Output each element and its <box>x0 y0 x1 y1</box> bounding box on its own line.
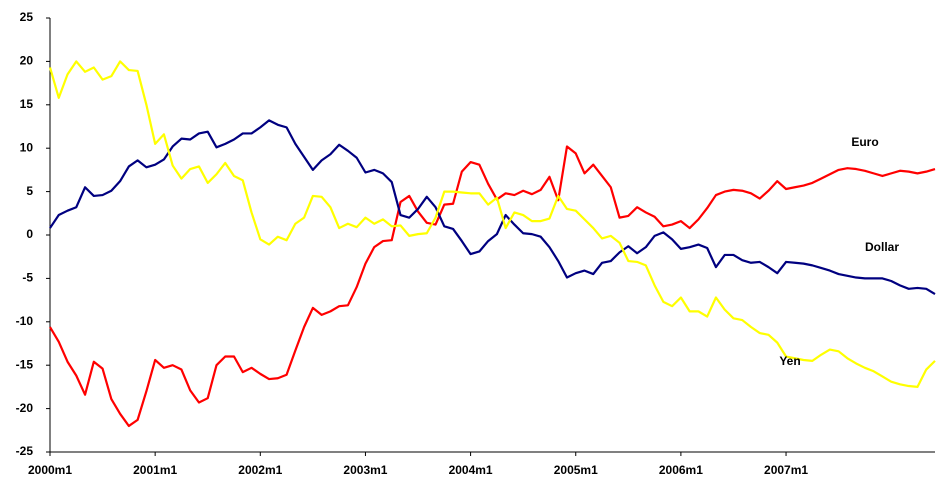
series-line <box>49 145 936 428</box>
x-tick-label: 2003m1 <box>343 463 387 477</box>
y-tick-label: 15 <box>20 97 34 111</box>
series-label: Euro <box>851 135 878 149</box>
y-tick-label: 10 <box>20 140 34 154</box>
x-tick-label: 2007m1 <box>764 463 808 477</box>
x-tick-label: 2000m1 <box>28 463 72 477</box>
y-tick-label: -20 <box>16 401 34 415</box>
x-tick-label: 2002m1 <box>238 463 282 477</box>
y-tick-label: -25 <box>16 444 34 458</box>
y-tick-label: 20 <box>20 54 34 68</box>
y-tick-label: -10 <box>16 314 34 328</box>
x-tick-label: 2005m1 <box>554 463 598 477</box>
x-tick-label: 2001m1 <box>133 463 177 477</box>
y-tick-label: 0 <box>26 227 33 241</box>
x-tick-label: 2006m1 <box>659 463 703 477</box>
y-tick-label: -5 <box>22 271 33 285</box>
y-tick-label: -15 <box>16 357 34 371</box>
x-tick-label: 2004m1 <box>449 463 493 477</box>
series-label: Yen <box>779 354 800 368</box>
y-tick-label: 5 <box>26 184 33 198</box>
series-label: Dollar <box>865 240 899 254</box>
y-tick-label: 25 <box>20 10 34 24</box>
series-line <box>49 119 936 295</box>
series-line <box>48 60 936 388</box>
